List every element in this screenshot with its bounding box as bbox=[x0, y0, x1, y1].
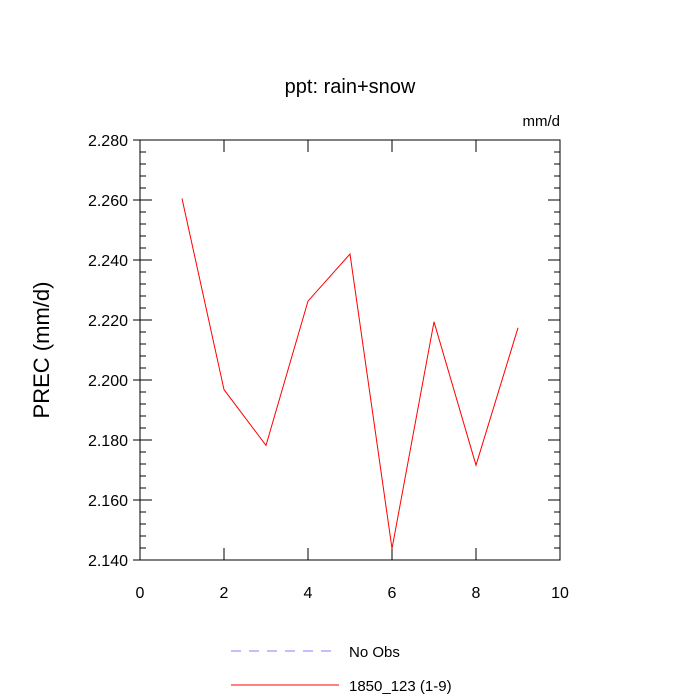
y-tick-label: 2.140 bbox=[88, 553, 128, 570]
y-tick-label: 2.280 bbox=[88, 133, 128, 150]
y-tick-label: 2.160 bbox=[88, 493, 128, 510]
y-tick-label: 2.180 bbox=[88, 433, 128, 450]
y-axis-label: PREC (mm/d) bbox=[29, 282, 54, 419]
legend-label-no-obs: No Obs bbox=[349, 644, 400, 661]
y-tick-label: 2.240 bbox=[88, 253, 128, 270]
y-tick-label: 2.220 bbox=[88, 313, 128, 330]
x-tick-label: 4 bbox=[304, 585, 313, 602]
legend: No Obs 1850_123 (1-9) bbox=[231, 644, 452, 695]
y-tick-label: 2.260 bbox=[88, 193, 128, 210]
plot-frame bbox=[139, 139, 561, 561]
x-tick-label: 10 bbox=[551, 585, 569, 602]
x-tick-label: 6 bbox=[388, 585, 397, 602]
legend-label-series-1: 1850_123 (1-9) bbox=[349, 678, 452, 695]
series-line bbox=[181, 198, 519, 549]
x-tick-label: 2 bbox=[220, 585, 229, 602]
axes: 0 2 4 6 8 10 2.140 2.160 2.180 2.200 2.220 2.240 2.2… bbox=[88, 133, 569, 602]
units-label: mm/d bbox=[523, 113, 561, 130]
y-tick-label: 2.200 bbox=[88, 373, 128, 390]
x-tick-label: 8 bbox=[472, 585, 481, 602]
series-layer bbox=[181, 198, 519, 549]
x-tick-label: 0 bbox=[136, 585, 145, 602]
chart-title: ppt: rain+snow bbox=[285, 76, 416, 98]
